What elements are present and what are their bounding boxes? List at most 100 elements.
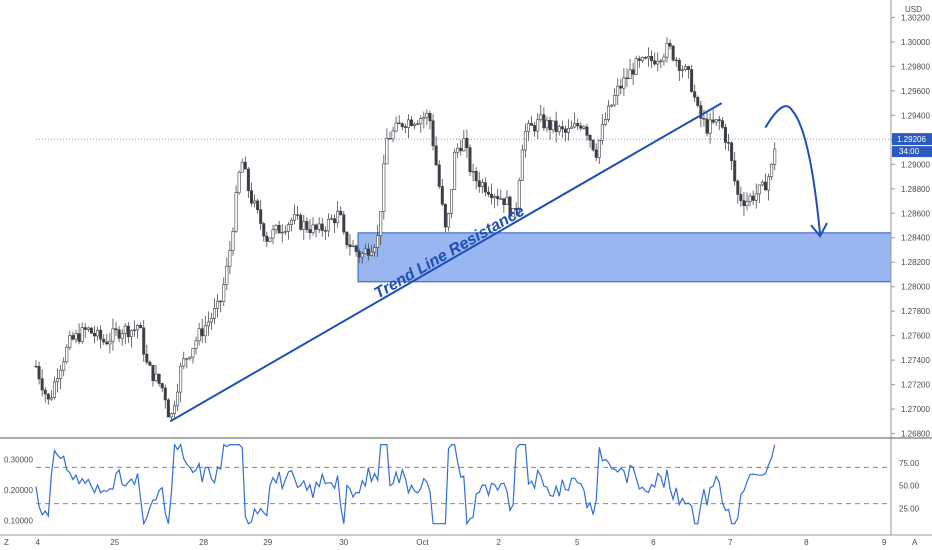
candle-up [745,201,749,206]
candle-up [225,265,229,285]
candle-down [308,229,312,234]
candle-down [763,181,767,191]
candle-down [720,120,724,128]
candle-up [628,69,632,80]
candle-up [286,224,290,232]
candle-down [117,329,121,339]
candle-down [434,145,438,166]
candle-up [317,223,321,230]
candle-down [259,209,263,224]
candle-down [403,126,407,128]
candle-up [539,114,543,120]
candle-down [483,182,487,193]
candle-down [89,327,93,334]
oscillator-panel: 75.00 50.00 25.00 0.30000 0.20000 0.10000 [4,442,920,526]
y-tick-label: 1.27000 [901,405,930,414]
candle-down [496,196,500,200]
y-tick-label: 1.29800 [901,62,930,71]
candle-up [197,328,201,342]
candle-up [74,333,78,340]
osc-left-tick: 0.10000 [4,516,33,525]
candle-up [203,325,207,337]
candle-up [68,335,72,348]
candle-up [471,171,475,173]
candle-up [49,397,53,400]
countdown-label: 34:00 [899,147,920,156]
y-tick-label: 1.28400 [901,234,930,243]
candle-down [431,120,435,147]
candle-down [542,114,546,129]
candle-down [256,200,260,211]
candle-down [277,224,281,234]
candle-down [548,119,552,131]
candle-down [530,123,534,126]
candle-down [653,60,657,65]
candle-down [265,235,269,242]
x-tick-label: 28 [199,538,208,547]
candle-up [757,184,761,195]
candle-down [151,365,155,382]
candle-up [185,358,189,360]
candle-up [622,77,626,89]
x-tick-label: 2 [496,538,501,547]
candle-up [616,85,620,96]
candle-down [751,195,755,201]
candle-up [419,118,423,125]
y-tick-label: 1.28200 [901,258,930,267]
y-tick-label: 1.30200 [901,13,930,22]
candle-down [400,123,404,127]
candle-up [545,119,549,129]
y-tick-label: 1.30000 [901,38,930,47]
candle-down [92,332,96,337]
countdown-badge [892,146,932,158]
candle-up [634,58,638,75]
candle-up [360,253,364,258]
y-tick-label: 1.28600 [901,209,930,218]
candle-up [767,176,771,191]
candle-up [209,317,213,323]
candle-up [422,116,426,119]
candle-down [323,230,327,232]
candle-down [339,210,343,216]
y-tick-label: 1.28000 [901,283,930,292]
candle-down [166,399,170,418]
candle-down [514,208,518,210]
candle-up [597,140,601,158]
candle-up [754,193,758,201]
candle-down [46,393,50,400]
candle-up [714,119,718,123]
candle-up [600,124,604,141]
candle-up [370,251,374,256]
candle-down [157,373,161,384]
candle-down [560,126,564,130]
resistance-zone-layer [357,232,892,283]
candle-up [523,131,527,151]
candle-up [456,147,460,153]
candle-down [314,224,318,230]
candle-down [671,45,675,61]
candle-down [262,223,266,237]
candle-up [453,151,457,190]
candle-down [299,214,303,230]
candle-down [437,164,441,187]
osc-right-tick: 25.00 [899,504,920,513]
currency-label: USD [905,5,922,14]
candle-up [283,231,287,233]
candle-up [493,196,497,199]
candle-down [508,196,512,217]
corner-label-right: A [912,538,918,547]
osc-right-tick: 50.00 [899,482,920,491]
candle-up [188,356,192,359]
candle-down [37,366,41,380]
candle-down [163,387,167,401]
candle-up [499,198,503,200]
candle-down [696,97,700,106]
candle-up [329,218,333,220]
candle-down [43,389,47,395]
y-tick-label: 1.27400 [901,356,930,365]
candle-up [570,126,574,129]
x-tick-label: Oct [416,538,429,547]
candle-down [742,200,746,206]
x-tick-label: 25 [110,538,119,547]
